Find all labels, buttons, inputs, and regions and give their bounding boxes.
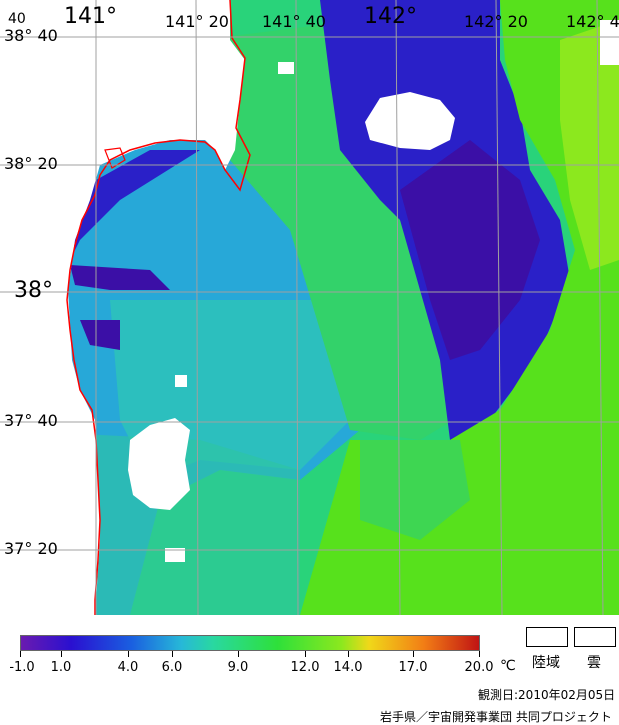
legend-tick-label: 4.0 xyxy=(117,660,139,675)
lon-label-141-40: 141° 40 xyxy=(262,12,326,31)
legend-tick xyxy=(128,651,129,657)
lon-label-142-40: 142° 4 xyxy=(566,12,619,31)
legend-tick-label: 14.0 xyxy=(333,660,363,675)
legend-tick-label: 20.0 xyxy=(464,660,494,675)
legend-tick xyxy=(348,651,349,657)
lon-label-142: 142° xyxy=(364,4,417,29)
credit-text: 岩手県／宇宙開発事業団 共同プロジェクト xyxy=(380,710,612,724)
lon-label-142-20: 142° 20 xyxy=(464,12,528,31)
legend-tick-label: 9.0 xyxy=(227,660,249,675)
corner-label: 40 xyxy=(8,11,26,27)
land-swatch xyxy=(526,627,568,647)
lat-label-37-40: 37° 40 xyxy=(4,411,58,430)
legend-tick xyxy=(305,651,306,657)
legend-tick xyxy=(479,651,480,657)
observation-date: 観測日:2010年02月05日 xyxy=(478,688,616,702)
lon-label-141-20: 141° 20 xyxy=(165,12,229,31)
lat-label-38-20: 38° 20 xyxy=(4,154,58,173)
legend-tick xyxy=(172,651,173,657)
legend-unit: ℃ xyxy=(500,658,516,674)
legend-tick xyxy=(238,651,239,657)
legend-tick-label: 17.0 xyxy=(398,660,428,675)
legend-tick-label: 1.0 xyxy=(50,660,72,675)
legend-tick xyxy=(61,651,62,657)
land-label: 陸域 xyxy=(532,655,560,671)
legend-tick-label: 12.0 xyxy=(290,660,320,675)
lat-label-37-20: 37° 20 xyxy=(4,539,58,558)
legend-tick xyxy=(413,651,414,657)
cloud-swatch xyxy=(574,627,616,647)
sea-surface-temperature-map xyxy=(0,0,619,615)
legend-tick-label: -1.0 xyxy=(9,660,35,675)
lat-label-38-40: 38° 40 xyxy=(4,26,58,45)
temperature-color-scale xyxy=(20,635,480,651)
legend-tick xyxy=(20,651,21,657)
legend-tick-label: 6.0 xyxy=(161,660,183,675)
lon-label-141: 141° xyxy=(64,4,117,29)
lat-label-38: 38° xyxy=(14,278,53,303)
cloud-label: 雲 xyxy=(587,655,601,671)
